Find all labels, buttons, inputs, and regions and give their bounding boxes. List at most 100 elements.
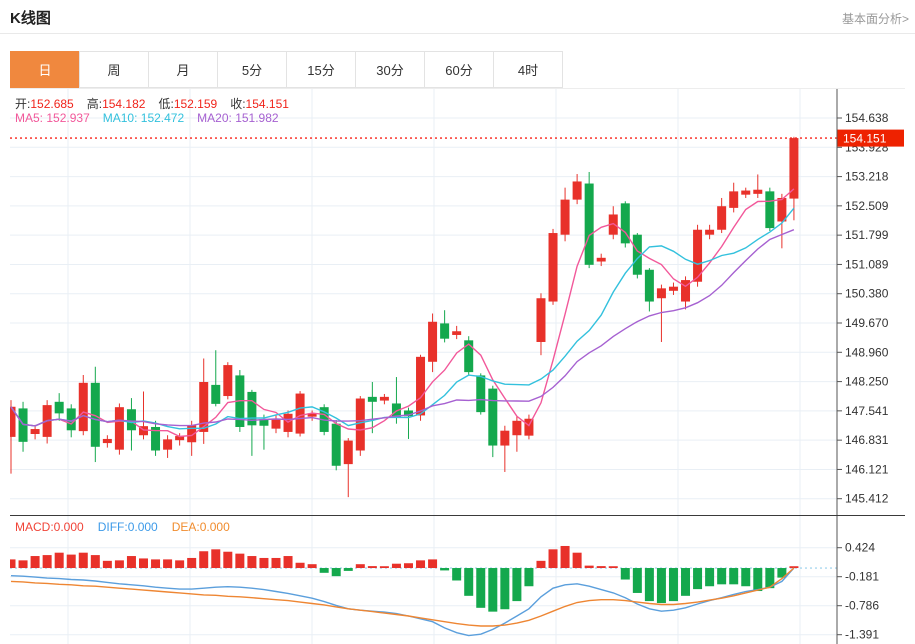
candle <box>572 181 582 200</box>
ohlc-open-value: 152.685 <box>30 97 74 111</box>
candle <box>211 384 221 404</box>
macd-bar <box>596 566 606 569</box>
macd-bar <box>355 564 365 569</box>
macd-bar <box>440 568 450 571</box>
candle <box>644 269 654 302</box>
macd-chart[interactable]: 0.424 -0.181 -0.786 -1.391 <box>10 516 905 644</box>
candle <box>379 396 389 401</box>
candle <box>596 257 606 262</box>
macd-bar <box>476 568 486 608</box>
candle <box>693 229 703 282</box>
ma10-readout: MA10: 152.472 <box>102 111 185 125</box>
ohlc-low-value: 152.159 <box>173 97 218 111</box>
macd-bar <box>560 545 570 569</box>
macd-bar <box>307 564 317 569</box>
candle <box>464 340 474 373</box>
candle <box>295 393 305 434</box>
candle <box>30 429 40 434</box>
candle <box>78 382 88 432</box>
macd-bar <box>705 568 715 587</box>
candle <box>765 191 775 229</box>
macd-bar <box>548 549 558 569</box>
candle <box>259 419 269 426</box>
candle <box>66 408 76 431</box>
candlestick-chart[interactable]: 154.638153.928153.218152.509151.799151.0… <box>10 89 905 516</box>
macd-bar <box>271 557 281 569</box>
svg-text:154.638: 154.638 <box>845 111 889 125</box>
candle <box>668 286 678 291</box>
svg-text:0.424: 0.424 <box>845 541 875 555</box>
macd-bar <box>608 566 618 569</box>
macd-bar <box>259 557 269 569</box>
tab-day[interactable]: 日 <box>10 51 80 88</box>
candle <box>705 229 715 235</box>
dea-value-readout: DEA:0.000 <box>171 520 230 534</box>
svg-text:147.541: 147.541 <box>845 404 889 418</box>
candle <box>114 407 124 450</box>
macd-bar <box>656 568 666 604</box>
macd-bar <box>452 568 462 581</box>
macd-bar <box>572 552 582 569</box>
macd-bar <box>199 551 209 569</box>
current-price-badge: 154.151 <box>837 129 904 147</box>
macd-bar <box>512 568 522 602</box>
candle <box>416 356 426 416</box>
macd-bar <box>777 568 787 578</box>
macd-bar <box>536 560 546 569</box>
macd-bar <box>175 560 185 569</box>
macd-bar <box>391 563 401 569</box>
macd-bar <box>114 560 124 569</box>
candle <box>741 190 751 195</box>
macd-bar <box>235 553 245 569</box>
ma-readout: MA5: 152.937 MA10: 152.472 MA20: 151.982 <box>15 111 292 125</box>
svg-text:149.670: 149.670 <box>845 316 889 330</box>
fundamental-analysis-link[interactable]: 基本面分析> <box>841 12 909 26</box>
svg-text:153.218: 153.218 <box>845 170 889 184</box>
svg-text:148.250: 148.250 <box>845 375 889 389</box>
candle <box>512 420 522 436</box>
macd-bar <box>379 566 389 569</box>
candles-group <box>10 136 799 498</box>
macd-bar <box>584 565 594 569</box>
ohlc-readout: 开:152.685 高:154.182 低:152.159 收:154.151 <box>15 95 302 112</box>
ma5-readout: MA5: 152.937 <box>15 111 90 125</box>
candle <box>656 288 666 299</box>
candle <box>126 409 136 431</box>
svg-text:151.799: 151.799 <box>845 228 889 242</box>
tab-30min[interactable]: 30分 <box>355 51 425 88</box>
macd-bar <box>151 559 161 569</box>
svg-text:148.960: 148.960 <box>845 345 889 359</box>
macd-bar <box>319 568 329 573</box>
tab-month[interactable]: 月 <box>148 51 218 88</box>
tab-week[interactable]: 周 <box>79 51 149 88</box>
macd-bar <box>54 552 64 569</box>
tab-15min[interactable]: 15分 <box>286 51 356 88</box>
tab-60min[interactable]: 60分 <box>424 51 494 88</box>
diff-value-readout: DIFF:0.000 <box>97 520 158 534</box>
svg-text:-1.391: -1.391 <box>845 628 879 642</box>
macd-bar <box>18 560 28 569</box>
svg-text:-0.786: -0.786 <box>845 599 879 613</box>
candle <box>488 388 498 446</box>
candle <box>343 440 353 465</box>
tab-4hour[interactable]: 4时 <box>493 51 563 88</box>
ma10-line <box>10 207 795 430</box>
macd-bar <box>693 568 703 590</box>
candle <box>175 436 185 441</box>
candle <box>151 426 161 451</box>
tab-5min[interactable]: 5分 <box>217 51 287 88</box>
macd-bar <box>247 556 257 569</box>
macd-bar <box>367 566 377 569</box>
macd-bar <box>668 568 678 602</box>
candle <box>18 408 28 442</box>
candle <box>717 206 727 230</box>
candle <box>548 233 558 302</box>
macd-bar <box>524 568 534 587</box>
candle <box>367 396 377 402</box>
macd-bar <box>187 557 197 569</box>
candle <box>271 419 281 429</box>
macd-bar <box>66 554 76 569</box>
macd-bar <box>416 560 426 569</box>
dea-line <box>10 567 795 627</box>
